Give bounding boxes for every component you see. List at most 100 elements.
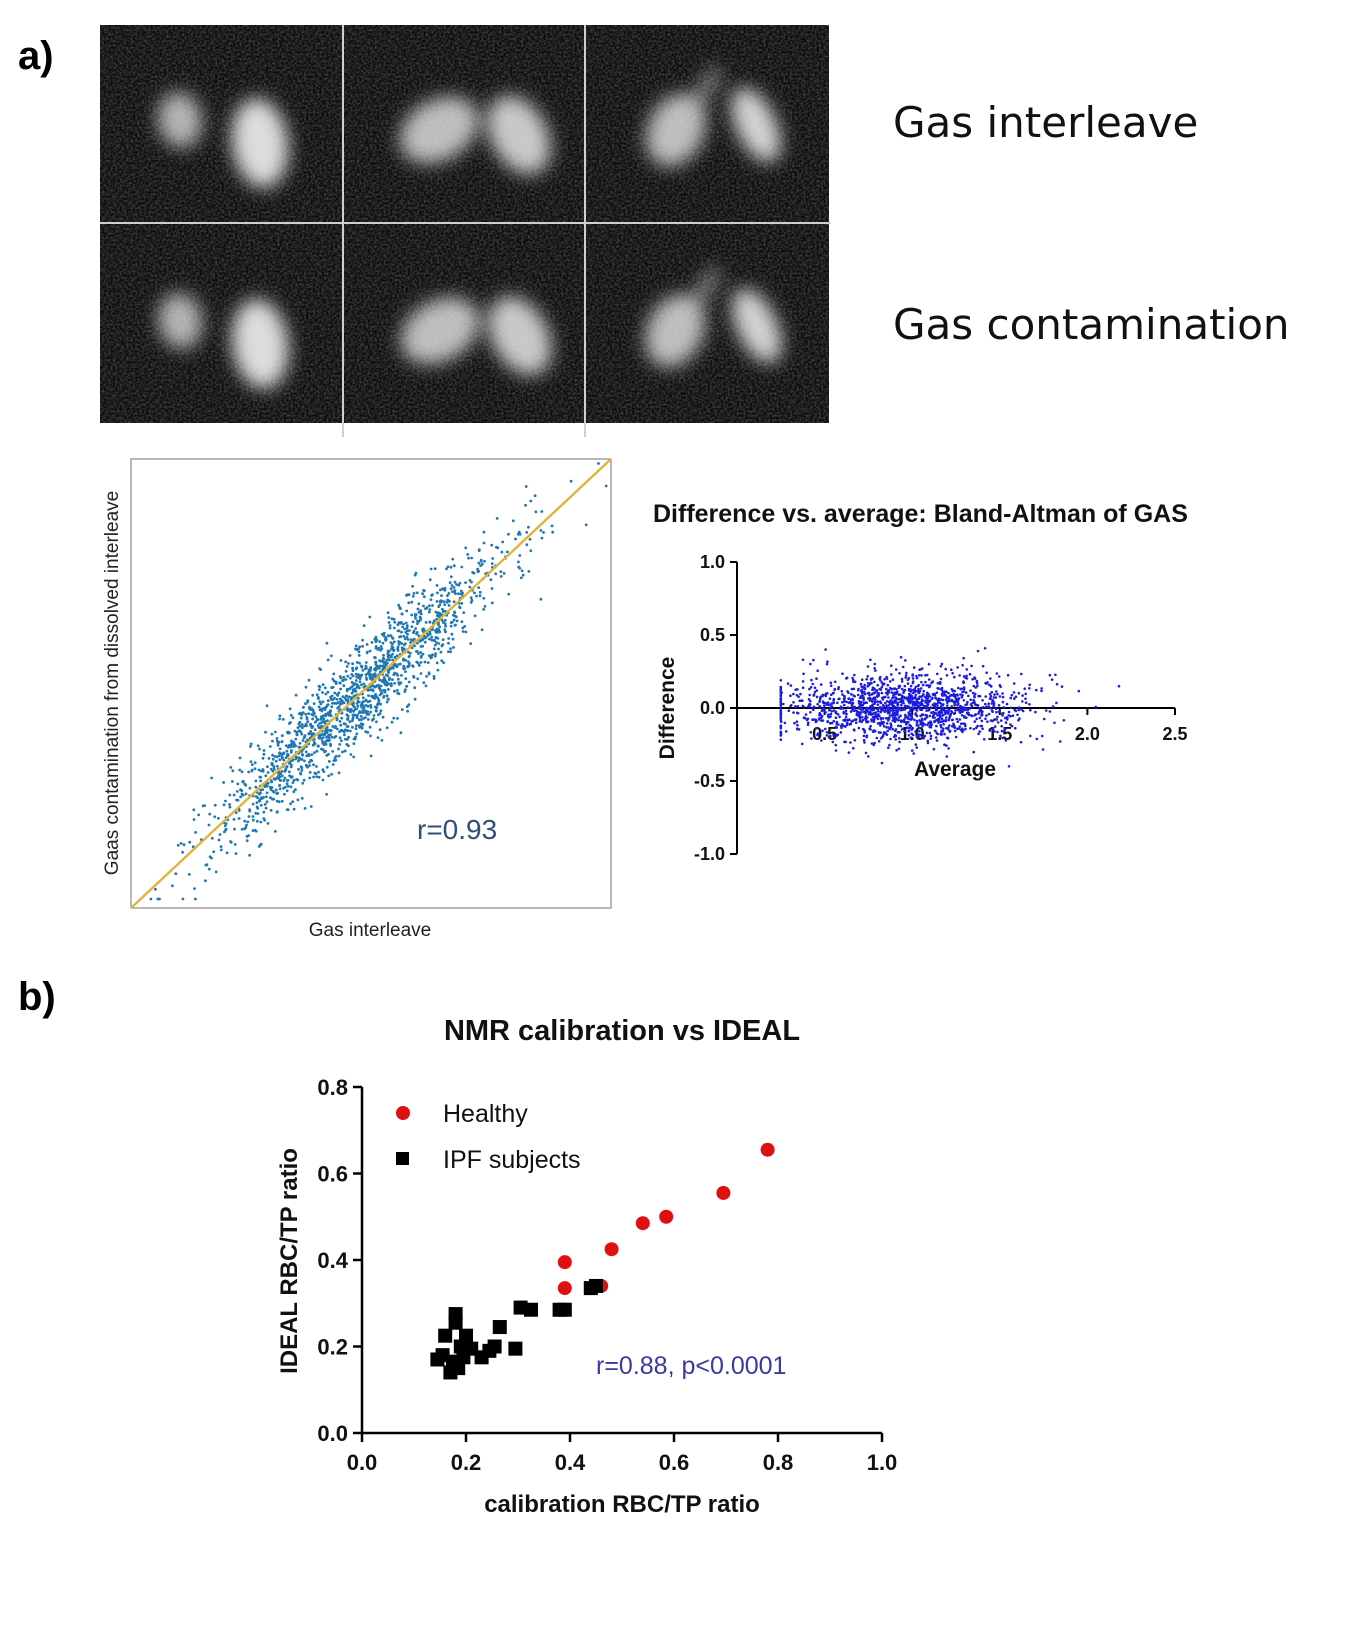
scatter-a-point [416,677,420,681]
bland-altman-point [935,739,939,742]
scatter-a-point [372,717,375,721]
bland-altman-point [904,713,907,717]
scatter-a-point [310,753,314,756]
bland-altman-point [922,689,926,693]
scatter-a-point [444,624,447,628]
scatter-a-point [275,776,279,780]
scatter-a-point [430,635,434,639]
bland-altman-point [1019,740,1023,744]
bland-altman-point [1012,691,1016,694]
scatter-a-point [447,650,450,653]
scatter-a-point [421,630,425,633]
bland-altman-point [994,696,998,699]
bland-altman-point [898,740,901,744]
scatter-b-point-healthy [716,1185,731,1200]
scatter-a-point [270,762,274,765]
bland-altman-point [966,708,970,712]
bland-altman-point [893,687,897,690]
scatter-a-point [318,700,322,704]
bland-altman-point [942,727,945,730]
bland-altman-point [1117,684,1121,688]
scatter-a-point [276,743,280,747]
scatter-a-point [424,607,427,611]
bland-altman-point [892,694,895,697]
bland-altman-point [894,728,898,731]
scatter-a-point [431,604,434,607]
bland-altman-point [1034,710,1037,714]
bland-altman-point [985,714,988,717]
bland-altman-point [873,662,877,666]
scatter-a-point [256,812,260,815]
scatter-a-point [404,658,407,662]
scatter-a-point [346,729,349,733]
scatter-a-point [255,819,259,823]
scatter-a-point [401,625,404,629]
bland-altman-point [1053,721,1056,725]
scatter-a-point [228,805,232,809]
scatter-a-point [360,665,364,669]
scatter-a-point [334,735,338,738]
bland-altman-point [897,737,901,740]
scatter-a-point [449,624,453,628]
bland-altman-point [956,727,959,731]
scatter-a-point [354,672,358,676]
bland-altman-point [968,672,972,676]
bland-altman-point [877,692,881,695]
scatter-a-point [354,724,358,727]
scatter-a-point [365,678,369,681]
scatter-a-point [301,711,305,715]
bland-altman-point [824,694,828,698]
bland-altman-point [853,739,857,742]
scatter-a-point [397,692,401,696]
scatter-a-point [407,655,411,659]
scatter-a-point [453,580,457,584]
bland-altman-point [852,687,856,691]
scatter-a-point [272,790,276,794]
scatter-a-point [247,770,251,774]
bland-altman-point [871,730,875,733]
scatter-a-point [507,592,511,596]
bland-altman-point [779,709,783,713]
scatter-a-point [396,717,399,720]
bland-altman-point [807,705,810,708]
scatter-a-point [407,680,411,684]
bland-altman-point [950,705,953,708]
bland-altman-point [950,718,954,722]
scatter-a-point [466,553,470,556]
scatter-a-point [369,672,372,676]
bland-altman-point [1009,723,1012,726]
scatter-a-point [289,785,293,789]
scatter-a-point [347,744,350,748]
bland-altman-point [895,691,899,695]
bland-altman-point [779,738,783,741]
scatter-a-point [360,673,364,677]
bland-altman-point [828,721,832,725]
scatter-a-point [324,705,328,709]
scatter-a-point [331,750,335,753]
scatter-a-point [447,592,451,595]
scatter-a-point [264,795,268,799]
scatter-a-point [491,557,495,560]
bland-altman-point [985,705,988,709]
scatter-a-point [447,641,450,645]
bland-altman-point [926,741,930,745]
bland-altman-point [809,662,812,666]
scatter-a-point [263,785,267,788]
bland-altman-point [779,713,783,717]
scatter-a-point [325,735,329,739]
bland-altman-point [888,743,891,747]
scatter-a-point [192,818,196,821]
scatter-a-point [378,664,382,668]
scatter-a-point [345,713,349,717]
bland-altman-point [779,704,783,707]
scatter-a-point [267,757,271,760]
bland-altman-point [958,674,961,677]
scatter-a-point [295,778,298,781]
bland-altman-point [904,676,907,679]
bland-altman-point [818,698,822,701]
scatter-a-point [392,640,396,644]
bland-altman-point [984,695,987,698]
scatter-a-point [317,770,320,774]
bland-altman-point [989,697,992,700]
bland-altman-point [779,731,783,734]
